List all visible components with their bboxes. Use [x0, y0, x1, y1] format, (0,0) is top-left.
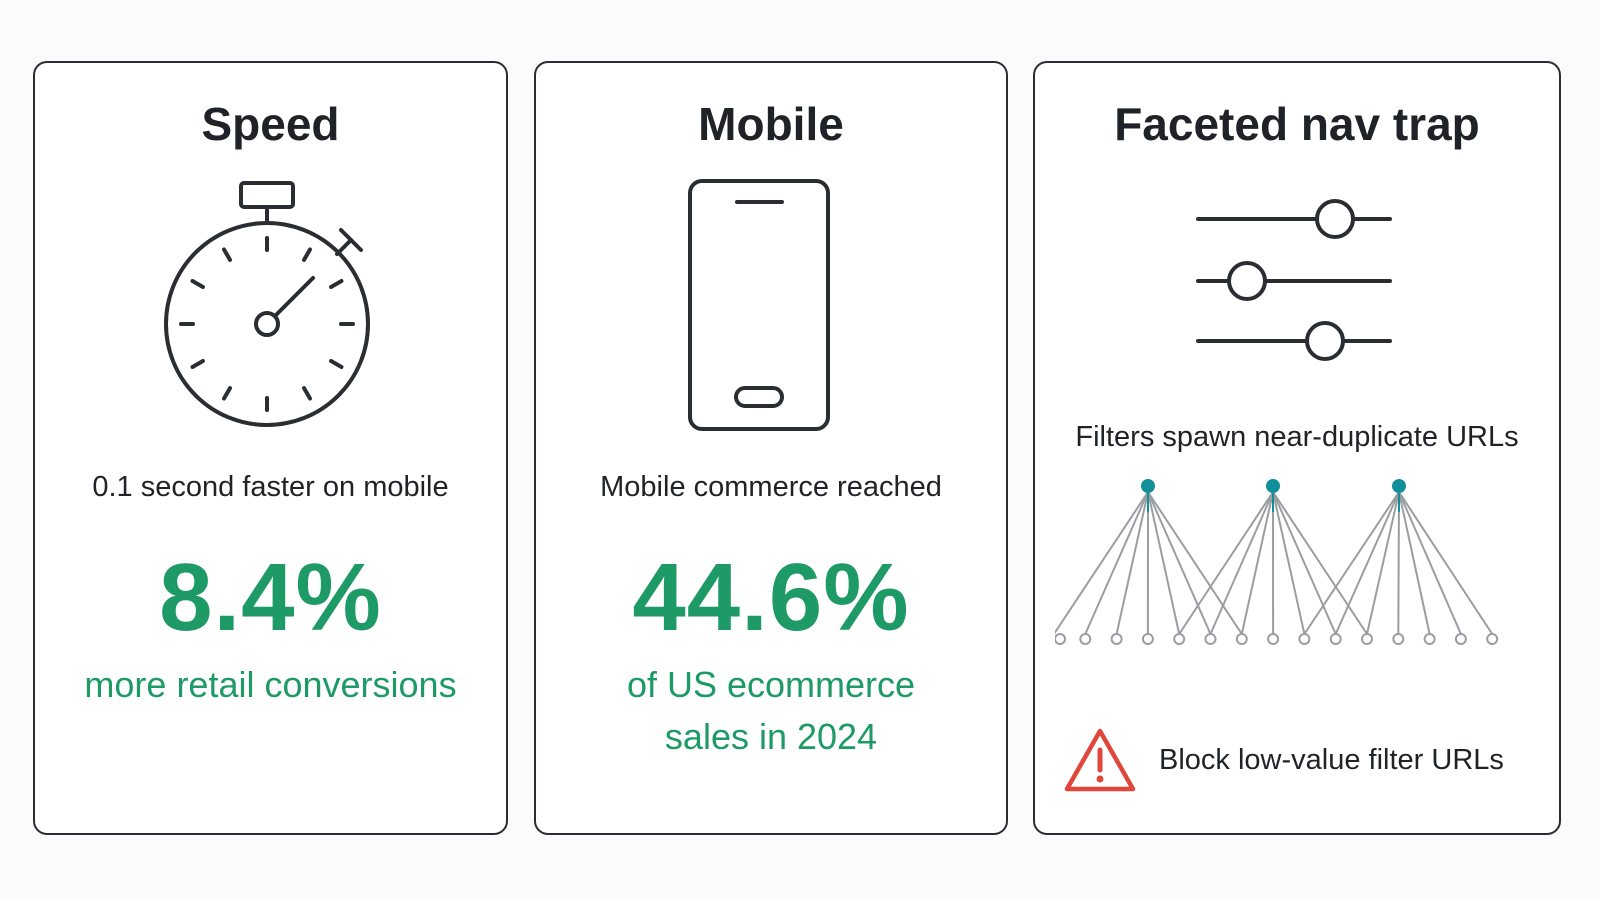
tree-leaf-node [1329, 633, 1342, 645]
tree-leaf-node [1173, 633, 1186, 645]
tree-edge [1398, 491, 1431, 635]
mobile-title: Mobile [698, 98, 844, 150]
faceted-caption: Filters spawn near-duplicate URLs [1075, 421, 1519, 453]
mobile-stat-subtitle-line2: sales in 2024 [664, 716, 878, 757]
tree-leaf-node [1486, 633, 1499, 645]
mobile-caption: Mobile commerce reached [600, 471, 942, 503]
stopwatch-tick [222, 247, 232, 262]
tree-leaf-node [1235, 633, 1248, 645]
tree-edge [1147, 491, 1212, 635]
tree-leaf-node [1298, 633, 1311, 645]
warning-row: Block low-value filter URLs [1063, 725, 1504, 795]
tree-edge [1398, 491, 1462, 635]
speed-title: Speed [201, 98, 340, 150]
sliders-icon [1196, 199, 1392, 361]
tree-leaf-node [1392, 633, 1405, 645]
tree-edge [1178, 491, 1274, 635]
tree-edge [1240, 491, 1274, 635]
stopwatch-tick [302, 247, 312, 262]
mobile-card: Mobile Mobile commerce reached 44.6% of … [534, 61, 1008, 835]
tree-leaf-node [1055, 633, 1066, 645]
speed-caption: 0.1 second faster on mobile [92, 471, 449, 503]
stopwatch-icon [164, 181, 370, 427]
tree-edge [1209, 491, 1274, 635]
speed-stat-subtitle: more retail conversions [84, 664, 457, 705]
tree-leaf-node [1361, 633, 1373, 645]
tree-edge [1303, 491, 1400, 635]
tree-edge [1272, 491, 1368, 635]
speed-stat: 8.4% [159, 544, 382, 651]
tree-leaf-node [1267, 633, 1280, 645]
tree-edge [1084, 491, 1149, 635]
tree-edge [1272, 491, 1306, 635]
faceted-nav-card: Faceted nav trap Filters spawn near-dupl… [1033, 61, 1561, 835]
stopwatch-tick [329, 279, 344, 289]
tree-edge [1272, 491, 1337, 635]
url-tree-icon [1055, 479, 1499, 645]
tree-edge [1366, 491, 1400, 635]
speed-card: Speed 0.1 second faster on mobile 8.4% m… [33, 61, 508, 835]
tree-edge [1398, 491, 1494, 635]
tree-edge [1115, 491, 1149, 635]
tree-edge [1397, 491, 1400, 635]
tree-root-node [1141, 479, 1155, 493]
warning-icon [1064, 728, 1136, 792]
mobile-stat: 44.6% [632, 544, 910, 651]
tree-leaf-node [1204, 633, 1217, 645]
stopwatch-tick [302, 386, 312, 401]
tree-edge [1147, 491, 1243, 635]
smartphone-icon [688, 179, 830, 431]
tree-edge [1147, 491, 1181, 635]
faceted-title: Faceted nav trap [1114, 98, 1480, 150]
stopwatch-tick [190, 359, 205, 369]
warning-text: Block low-value filter URLs [1159, 743, 1504, 776]
tree-leaf-node [1079, 633, 1092, 645]
tree-edge [1055, 491, 1149, 635]
tree-leaf-node [1110, 633, 1123, 645]
stopwatch-tick [222, 386, 232, 401]
mobile-stat-subtitle-line1: of US ecommerce [626, 664, 916, 705]
stopwatch-tick [190, 279, 205, 289]
stopwatch-tick [329, 359, 344, 369]
tree-leaf-node [1141, 633, 1154, 645]
tree-root-node [1392, 479, 1406, 493]
tree-leaf-node [1423, 633, 1436, 645]
tree-edge [1334, 491, 1400, 635]
tree-leaf-node [1454, 633, 1467, 645]
tree-root-node [1266, 479, 1280, 493]
